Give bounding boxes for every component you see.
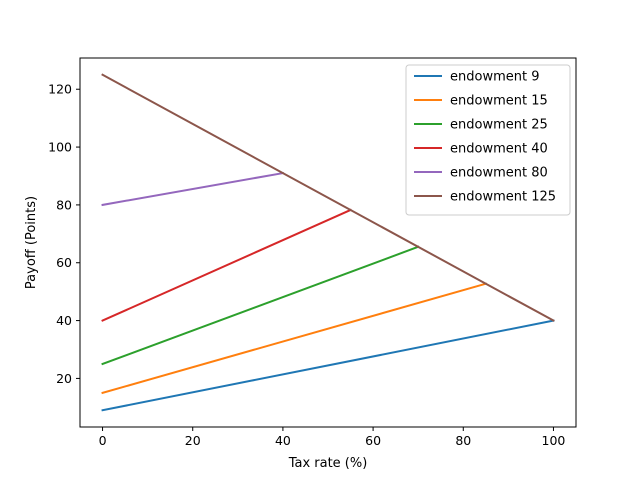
x-axis-label: Tax rate (%) xyxy=(288,456,368,471)
x-axis-ticks: 0 20 40 60 80 100 xyxy=(99,427,566,448)
series-line-3 xyxy=(101,208,352,322)
series-line-4 xyxy=(101,171,285,207)
legend-label-5: endowment 125 xyxy=(450,190,556,205)
legend-label-0: endowment 9 xyxy=(450,70,539,85)
y-axis-ticks: 20 40 60 80 100 120 xyxy=(48,82,80,386)
y-tick-label: 100 xyxy=(48,140,72,155)
y-tick-label: 60 xyxy=(56,255,72,270)
legend-box xyxy=(405,64,571,216)
x-tick-label: 80 xyxy=(455,433,471,448)
legend: endowment 9 endowment 15 endowment 25 endow… xyxy=(405,64,571,216)
series-line-5 xyxy=(101,73,555,322)
x-tick-label: 40 xyxy=(275,433,291,448)
x-tick-label: 100 xyxy=(542,433,566,448)
legend-label-4: endowment 80 xyxy=(450,166,548,181)
legend-label-3: endowment 40 xyxy=(450,142,548,157)
legend-label-2: endowment 25 xyxy=(450,118,548,133)
plot-frame xyxy=(79,57,577,428)
series-line-0 xyxy=(101,319,555,412)
legend-label-1: endowment 15 xyxy=(450,94,548,109)
x-tick-label: 0 xyxy=(99,433,107,448)
series-layer xyxy=(101,73,555,412)
series-line-2 xyxy=(101,245,420,366)
y-axis-label: Payoff (Points) xyxy=(24,196,39,289)
y-tick-label: 20 xyxy=(56,371,72,386)
y-tick-label: 80 xyxy=(56,197,72,212)
x-tick-label: 60 xyxy=(365,433,381,448)
series-line-1 xyxy=(101,282,488,395)
y-tick-label: 120 xyxy=(48,82,72,97)
x-tick-label: 20 xyxy=(185,433,201,448)
y-tick-label: 40 xyxy=(56,313,72,328)
